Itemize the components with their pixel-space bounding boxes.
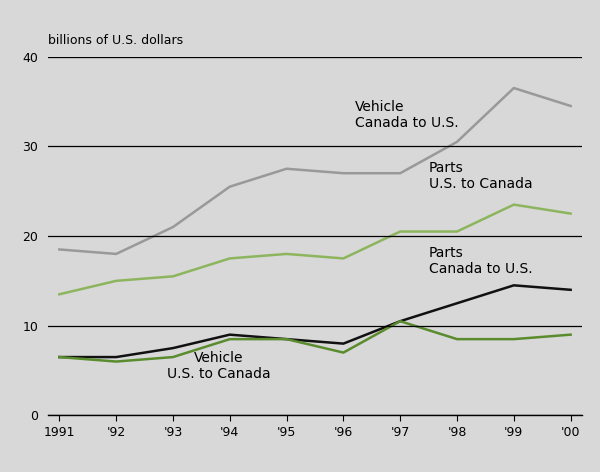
Text: Vehicle
U.S. to Canada: Vehicle U.S. to Canada bbox=[167, 351, 270, 381]
Text: Vehicle
Canada to U.S.: Vehicle Canada to U.S. bbox=[355, 100, 458, 130]
Text: Parts
Canada to U.S.: Parts Canada to U.S. bbox=[428, 246, 532, 276]
Text: Parts
U.S. to Canada: Parts U.S. to Canada bbox=[428, 161, 532, 191]
Text: billions of U.S. dollars: billions of U.S. dollars bbox=[48, 34, 183, 47]
